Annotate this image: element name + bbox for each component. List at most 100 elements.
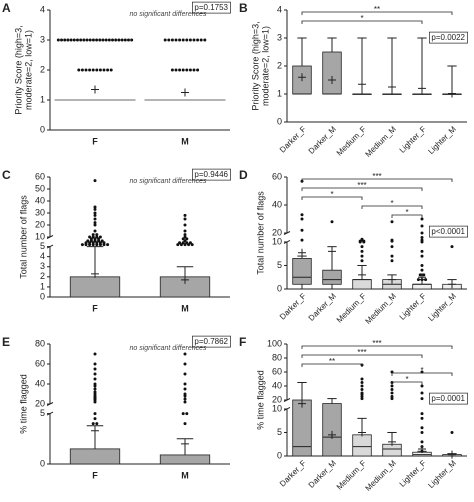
y-tick-label: 10: [272, 236, 282, 246]
y-axis-label: Priority Score (high=3,: [13, 25, 23, 114]
dot: [89, 237, 93, 241]
x-tick-label: Medium_M: [364, 124, 399, 159]
dot: [79, 38, 83, 42]
dot: [75, 38, 79, 42]
p-value-box: [192, 335, 231, 348]
dot: [188, 241, 192, 245]
dot: [390, 259, 394, 263]
dot: [420, 249, 424, 253]
dot: [390, 384, 394, 388]
dot: [190, 243, 194, 247]
note: no significant differences: [129, 178, 207, 185]
dot: [183, 362, 187, 366]
dot: [72, 38, 76, 42]
mean-marker: [181, 275, 189, 284]
dot: [98, 235, 102, 239]
panel-letter: B: [239, 1, 248, 15]
dot: [181, 237, 185, 241]
y-tick-label: 50: [35, 183, 45, 193]
dot: [183, 397, 187, 401]
y-tick-label: 0: [40, 291, 45, 301]
y-tick-label: 0: [277, 116, 282, 126]
dot: [88, 38, 92, 42]
mean-marker: [418, 444, 426, 453]
y-axis-label: moderate=2, low=1): [23, 30, 33, 110]
y-axis-label: % time flagged: [18, 374, 28, 434]
dot: [181, 68, 185, 72]
significance-bracket: [391, 214, 423, 218]
x-tick-label: Lighter_M: [426, 291, 458, 323]
dot: [93, 372, 97, 376]
dot: [450, 430, 454, 434]
dot: [102, 241, 106, 245]
dot: [183, 382, 187, 386]
y-tick-label: 0: [40, 124, 45, 134]
panel-letter: F: [239, 335, 246, 349]
dot: [88, 68, 92, 72]
y-tick-label: 2: [40, 271, 45, 281]
x-tick-label: Medium_M: [364, 291, 399, 326]
dot: [93, 179, 97, 183]
dot: [183, 223, 187, 227]
mean-marker: [388, 437, 396, 446]
dot: [360, 395, 364, 398]
dot: [93, 223, 97, 227]
dot: [183, 233, 187, 237]
y-tick-label: 60: [272, 171, 282, 181]
dot: [91, 68, 95, 72]
dot: [93, 382, 97, 386]
panel-letter: E: [2, 335, 10, 349]
mean-marker: [448, 450, 456, 459]
y-tick-label: 40: [35, 195, 45, 205]
dot: [130, 38, 134, 42]
y-axis-label: Priority Score (high=3,: [250, 21, 260, 110]
dot: [101, 38, 105, 42]
dot: [360, 388, 364, 391]
p-value: p=0.1753: [194, 3, 228, 12]
x-tick-label: F: [92, 136, 98, 146]
dot: [185, 237, 189, 241]
dot: [82, 38, 86, 42]
y-tick-label: 4: [277, 4, 282, 14]
dot: [183, 352, 187, 356]
dot: [114, 38, 118, 42]
y-tick-label: 3: [40, 34, 45, 44]
dot: [199, 38, 203, 42]
x-tick-label: Darker_F: [278, 458, 308, 488]
dot: [183, 387, 187, 391]
dot: [203, 38, 207, 42]
dot: [183, 229, 187, 233]
mean-marker: [358, 428, 366, 437]
dot: [360, 384, 364, 388]
significance-bracket: [301, 11, 453, 15]
x-tick-label: Lighter_M: [426, 458, 458, 490]
dot: [93, 367, 97, 371]
dot: [176, 243, 180, 247]
x-tick-label: Darker_F: [278, 124, 308, 154]
dot: [330, 220, 334, 224]
dot: [424, 278, 428, 282]
mean-marker: [388, 83, 396, 91]
significance-label: *: [330, 190, 333, 199]
dot: [420, 440, 424, 444]
mean-marker: [298, 248, 306, 257]
dot: [93, 417, 97, 421]
significance-label: ***: [357, 348, 366, 357]
dot: [181, 38, 185, 42]
dot: [93, 205, 97, 209]
dot: [88, 241, 92, 245]
dot: [93, 362, 97, 366]
y-tick-label: 5: [277, 260, 282, 270]
dot: [390, 391, 394, 395]
p-value-box: [192, 168, 231, 181]
box: [322, 51, 342, 95]
dot: [185, 412, 189, 416]
dot: [192, 38, 196, 42]
mean-marker: [298, 73, 306, 82]
x-tick-label: M: [181, 470, 189, 480]
mean-marker: [418, 273, 426, 282]
significance-label: **: [329, 357, 335, 366]
y-tick-label: 5: [40, 241, 45, 251]
dot: [93, 221, 97, 225]
